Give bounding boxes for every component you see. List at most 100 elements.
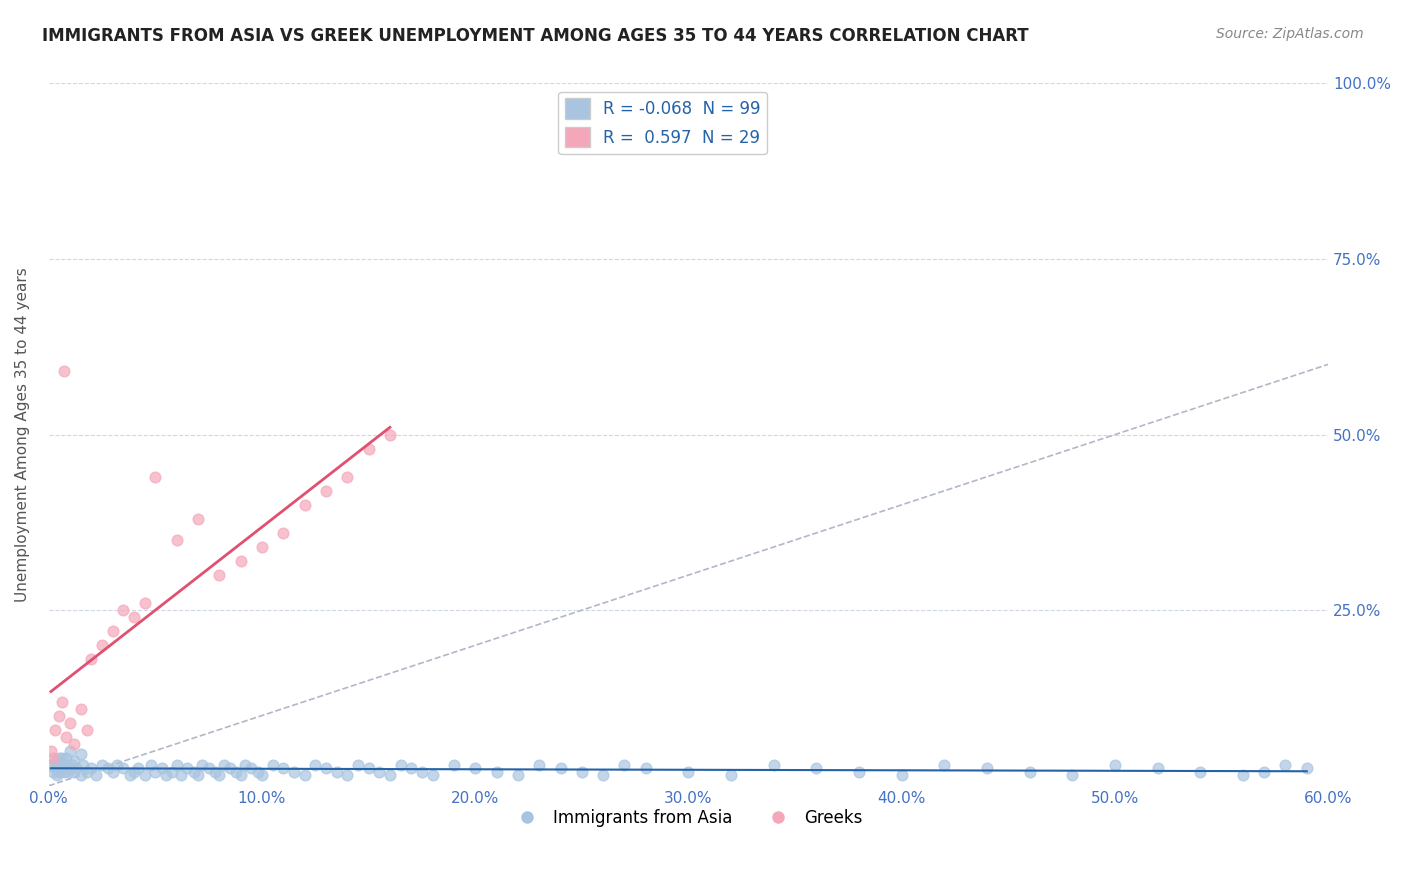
Point bbox=[347, 757, 370, 772]
Point bbox=[112, 603, 135, 617]
Point bbox=[464, 761, 486, 775]
Point bbox=[250, 540, 273, 554]
Point bbox=[197, 761, 219, 775]
Point bbox=[304, 757, 326, 772]
Point bbox=[52, 364, 75, 378]
Point bbox=[1146, 761, 1168, 775]
Text: Source: ZipAtlas.com: Source: ZipAtlas.com bbox=[1216, 27, 1364, 41]
Point bbox=[368, 764, 391, 779]
Point bbox=[506, 768, 529, 782]
Point bbox=[485, 764, 508, 779]
Point bbox=[411, 764, 433, 779]
Point bbox=[890, 768, 912, 782]
Point bbox=[42, 750, 65, 764]
Y-axis label: Unemployment Among Ages 35 to 44 years: Unemployment Among Ages 35 to 44 years bbox=[15, 268, 30, 602]
Point bbox=[378, 768, 401, 782]
Point bbox=[336, 768, 359, 782]
Point bbox=[91, 638, 114, 652]
Point bbox=[63, 737, 86, 751]
Point bbox=[56, 764, 79, 779]
Point bbox=[592, 768, 614, 782]
Point bbox=[51, 694, 73, 708]
Point bbox=[139, 757, 162, 772]
Point bbox=[48, 708, 70, 723]
Point bbox=[187, 512, 209, 526]
Point bbox=[191, 757, 214, 772]
Point bbox=[122, 610, 145, 624]
Point bbox=[271, 525, 294, 540]
Point bbox=[170, 768, 193, 782]
Point bbox=[246, 764, 269, 779]
Point bbox=[294, 768, 316, 782]
Point bbox=[271, 761, 294, 775]
Point bbox=[240, 761, 263, 775]
Point bbox=[122, 764, 145, 779]
Point bbox=[187, 768, 209, 782]
Point bbox=[212, 757, 235, 772]
Point bbox=[219, 761, 242, 775]
Legend: Immigrants from Asia, Greeks: Immigrants from Asia, Greeks bbox=[508, 802, 869, 834]
Point bbox=[52, 764, 75, 779]
Point bbox=[145, 764, 167, 779]
Point bbox=[422, 768, 444, 782]
Point bbox=[233, 757, 256, 772]
Point bbox=[101, 764, 124, 779]
Point bbox=[208, 768, 231, 782]
Point bbox=[176, 761, 198, 775]
Point bbox=[97, 761, 120, 775]
Point bbox=[76, 723, 98, 737]
Point bbox=[527, 757, 550, 772]
Point bbox=[399, 761, 422, 775]
Point bbox=[357, 761, 380, 775]
Point bbox=[63, 754, 86, 768]
Point bbox=[1274, 757, 1296, 772]
Point bbox=[55, 757, 77, 772]
Point bbox=[357, 442, 380, 456]
Point bbox=[118, 768, 141, 782]
Point bbox=[1253, 764, 1275, 779]
Point bbox=[166, 757, 188, 772]
Point bbox=[69, 747, 91, 761]
Point bbox=[325, 764, 347, 779]
Point bbox=[59, 715, 82, 730]
Point bbox=[39, 757, 62, 772]
Point bbox=[69, 701, 91, 715]
Point bbox=[229, 768, 252, 782]
Point bbox=[225, 764, 247, 779]
Point bbox=[443, 757, 465, 772]
Point bbox=[46, 768, 69, 782]
Point bbox=[204, 764, 226, 779]
Point bbox=[48, 750, 70, 764]
Point bbox=[84, 768, 107, 782]
Point bbox=[69, 768, 91, 782]
Point bbox=[44, 754, 66, 768]
Point bbox=[80, 652, 103, 666]
Point bbox=[976, 761, 998, 775]
Point bbox=[76, 764, 98, 779]
Point bbox=[60, 757, 83, 772]
Point bbox=[262, 757, 284, 772]
Point bbox=[336, 469, 359, 483]
Point bbox=[250, 768, 273, 782]
Point bbox=[389, 757, 412, 772]
Point bbox=[634, 761, 657, 775]
Point bbox=[80, 761, 103, 775]
Point bbox=[105, 757, 128, 772]
Point bbox=[59, 744, 82, 758]
Point bbox=[155, 768, 177, 782]
Point bbox=[44, 723, 66, 737]
Point bbox=[315, 761, 337, 775]
Point bbox=[283, 764, 305, 779]
Point bbox=[1104, 757, 1126, 772]
Point bbox=[65, 761, 87, 775]
Point bbox=[72, 757, 94, 772]
Point bbox=[550, 761, 572, 775]
Point bbox=[55, 750, 77, 764]
Point bbox=[39, 744, 62, 758]
Point bbox=[51, 750, 73, 764]
Point bbox=[571, 764, 593, 779]
Point bbox=[101, 624, 124, 639]
Point bbox=[315, 483, 337, 498]
Point bbox=[112, 761, 135, 775]
Point bbox=[613, 757, 636, 772]
